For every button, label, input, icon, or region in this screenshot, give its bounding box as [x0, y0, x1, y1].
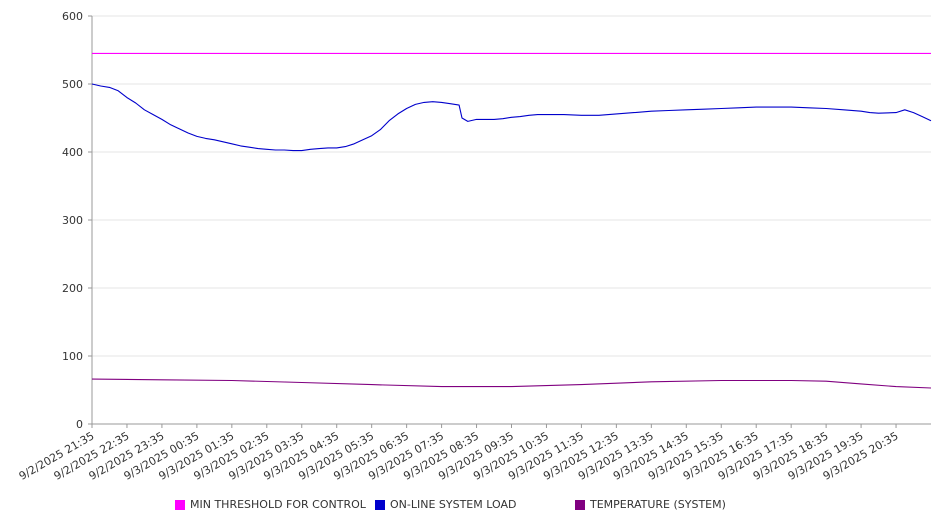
- y-tick-label: 400: [62, 146, 83, 159]
- series-lines: [91, 52, 932, 389]
- y-tick-label: 300: [62, 214, 83, 227]
- legend-swatch-system-load: [375, 499, 385, 510]
- series-line-1: [91, 83, 932, 152]
- y-axis: 0 100 200 300 400 500 600: [62, 10, 93, 431]
- legend-item-system-load: ON-LINE SYSTEM LOAD: [375, 498, 516, 511]
- gridlines: [92, 15, 931, 357]
- legend-item-min-threshold: MIN THRESHOLD FOR CONTROL: [175, 498, 366, 511]
- series-line-2: [91, 378, 932, 389]
- legend-item-temperature: TEMPERATURE (SYSTEM): [575, 498, 726, 511]
- legend-swatch-min-threshold: [175, 499, 185, 510]
- legend-label-min-threshold: MIN THRESHOLD FOR CONTROL: [190, 498, 366, 511]
- y-tick-label: 0: [76, 418, 83, 431]
- y-tick-label: 600: [62, 10, 83, 23]
- legend-swatch-temperature: [575, 499, 585, 510]
- y-tick-label: 100: [62, 350, 83, 363]
- legend-label-temperature: TEMPERATURE (SYSTEM): [590, 498, 726, 511]
- y-tick-label: 200: [62, 282, 83, 295]
- x-axis: 9/2/2025 21:359/2/2025 22:359/2/2025 23:…: [17, 423, 931, 483]
- legend: MIN THRESHOLD FOR CONTROL ON-LINE SYSTEM…: [175, 498, 815, 514]
- y-tick-label: 500: [62, 78, 83, 91]
- legend-label-system-load: ON-LINE SYSTEM LOAD: [390, 498, 517, 511]
